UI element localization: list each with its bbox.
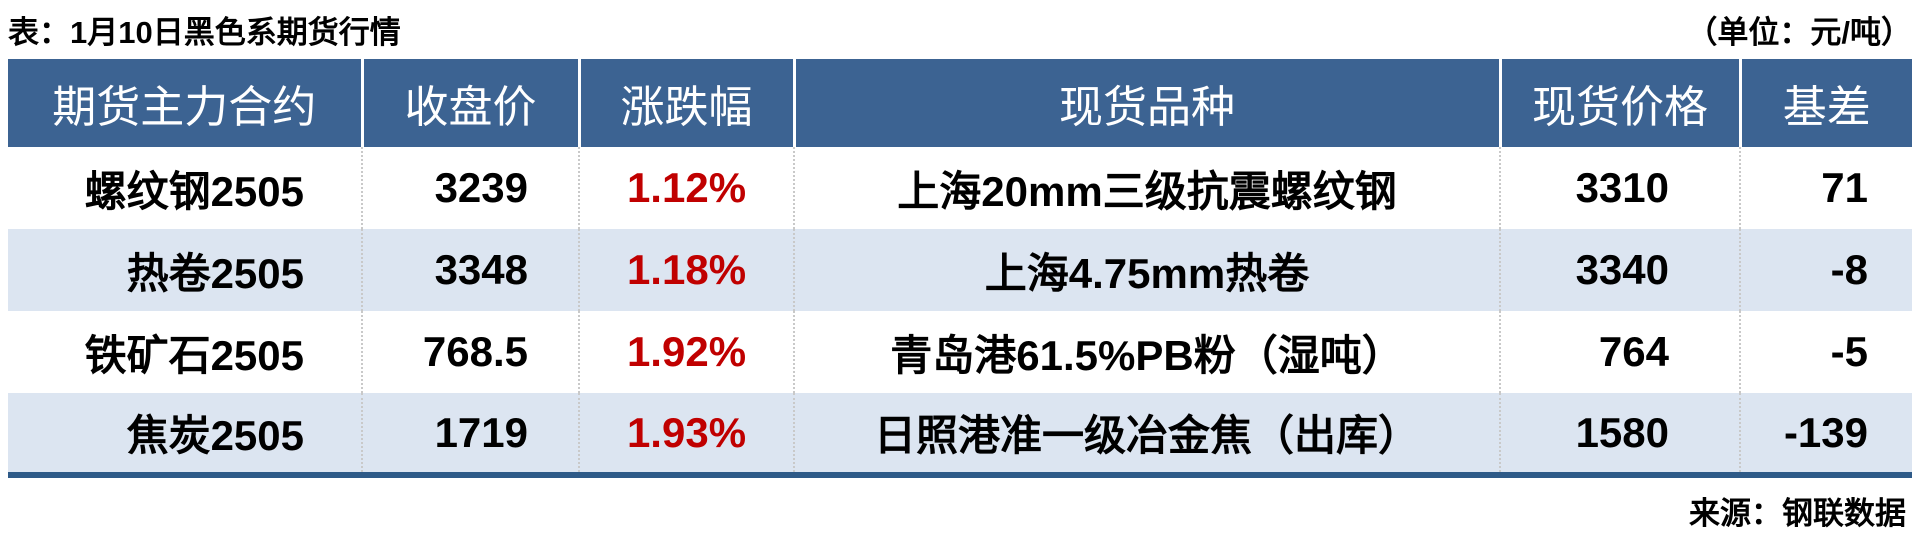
table-row: 螺纹钢2505 3239 1.12% 上海20mm三级抗震螺纹钢 3310 71	[8, 147, 1912, 229]
col-header-contract: 期货主力合约	[8, 59, 362, 147]
col-header-spot-variety: 现货品种	[792, 59, 1500, 147]
cell-close-price: 3239	[362, 147, 580, 229]
cell-contract: 热卷2505	[8, 229, 363, 311]
futures-table: 期货主力合约 收盘价 涨跌幅 现货品种 现货价格 基差 螺纹钢2505 3239…	[8, 59, 1912, 478]
top-bar: 表：1月10日黑色系期货行情 （单位：元/吨）	[0, 0, 1920, 59]
cell-close-price: 1719	[362, 393, 580, 478]
cell-contract: 焦炭2505	[8, 393, 363, 478]
cell-change-pct: 1.92%	[579, 311, 795, 393]
cell-spot-price: 1580	[1500, 393, 1741, 478]
col-header-basis: 基差	[1738, 59, 1912, 147]
cell-close-price: 3348	[362, 229, 580, 311]
table-title: 表：1月10日黑色系期货行情	[8, 14, 401, 50]
table-row: 热卷2505 3348 1.18% 上海4.75mm热卷 3340 -8	[8, 229, 1912, 311]
cell-contract: 螺纹钢2505	[8, 147, 363, 229]
source-bar: 来源：钢联数据	[0, 478, 1920, 533]
unit-note: （单位：元/吨）	[1686, 14, 1912, 50]
table-row: 铁矿石2505 768.5 1.92% 青岛港61.5%PB粉（湿吨） 764 …	[8, 311, 1912, 393]
cell-change-pct: 1.18%	[579, 229, 795, 311]
cell-spot-variety: 青岛港61.5%PB粉（湿吨）	[794, 311, 1501, 393]
cell-spot-price: 3340	[1500, 229, 1741, 311]
cell-basis: -8	[1740, 229, 1912, 311]
source-note: 来源：钢联数据	[1689, 496, 1906, 531]
cell-basis: -5	[1740, 311, 1912, 393]
cell-spot-price: 764	[1500, 311, 1741, 393]
cell-spot-price: 3310	[1500, 147, 1741, 229]
cell-spot-variety: 上海20mm三级抗震螺纹钢	[794, 147, 1501, 229]
col-header-spot-price: 现货价格	[1498, 59, 1740, 147]
cell-spot-variety: 日照港准一级冶金焦（出库）	[794, 393, 1501, 478]
cell-change-pct: 1.12%	[579, 147, 795, 229]
cell-basis: 71	[1740, 147, 1912, 229]
cell-spot-variety: 上海4.75mm热卷	[794, 229, 1501, 311]
table-row: 焦炭2505 1719 1.93% 日照港准一级冶金焦（出库） 1580 -13…	[8, 393, 1912, 478]
col-header-close-price: 收盘价	[360, 59, 579, 147]
cell-change-pct: 1.93%	[579, 393, 795, 478]
cell-contract: 铁矿石2505	[8, 311, 363, 393]
col-header-change-pct: 涨跌幅	[577, 59, 794, 147]
cell-basis: -139	[1740, 393, 1912, 478]
table-header-row: 期货主力合约 收盘价 涨跌幅 现货品种 现货价格 基差	[8, 59, 1912, 147]
cell-close-price: 768.5	[362, 311, 580, 393]
